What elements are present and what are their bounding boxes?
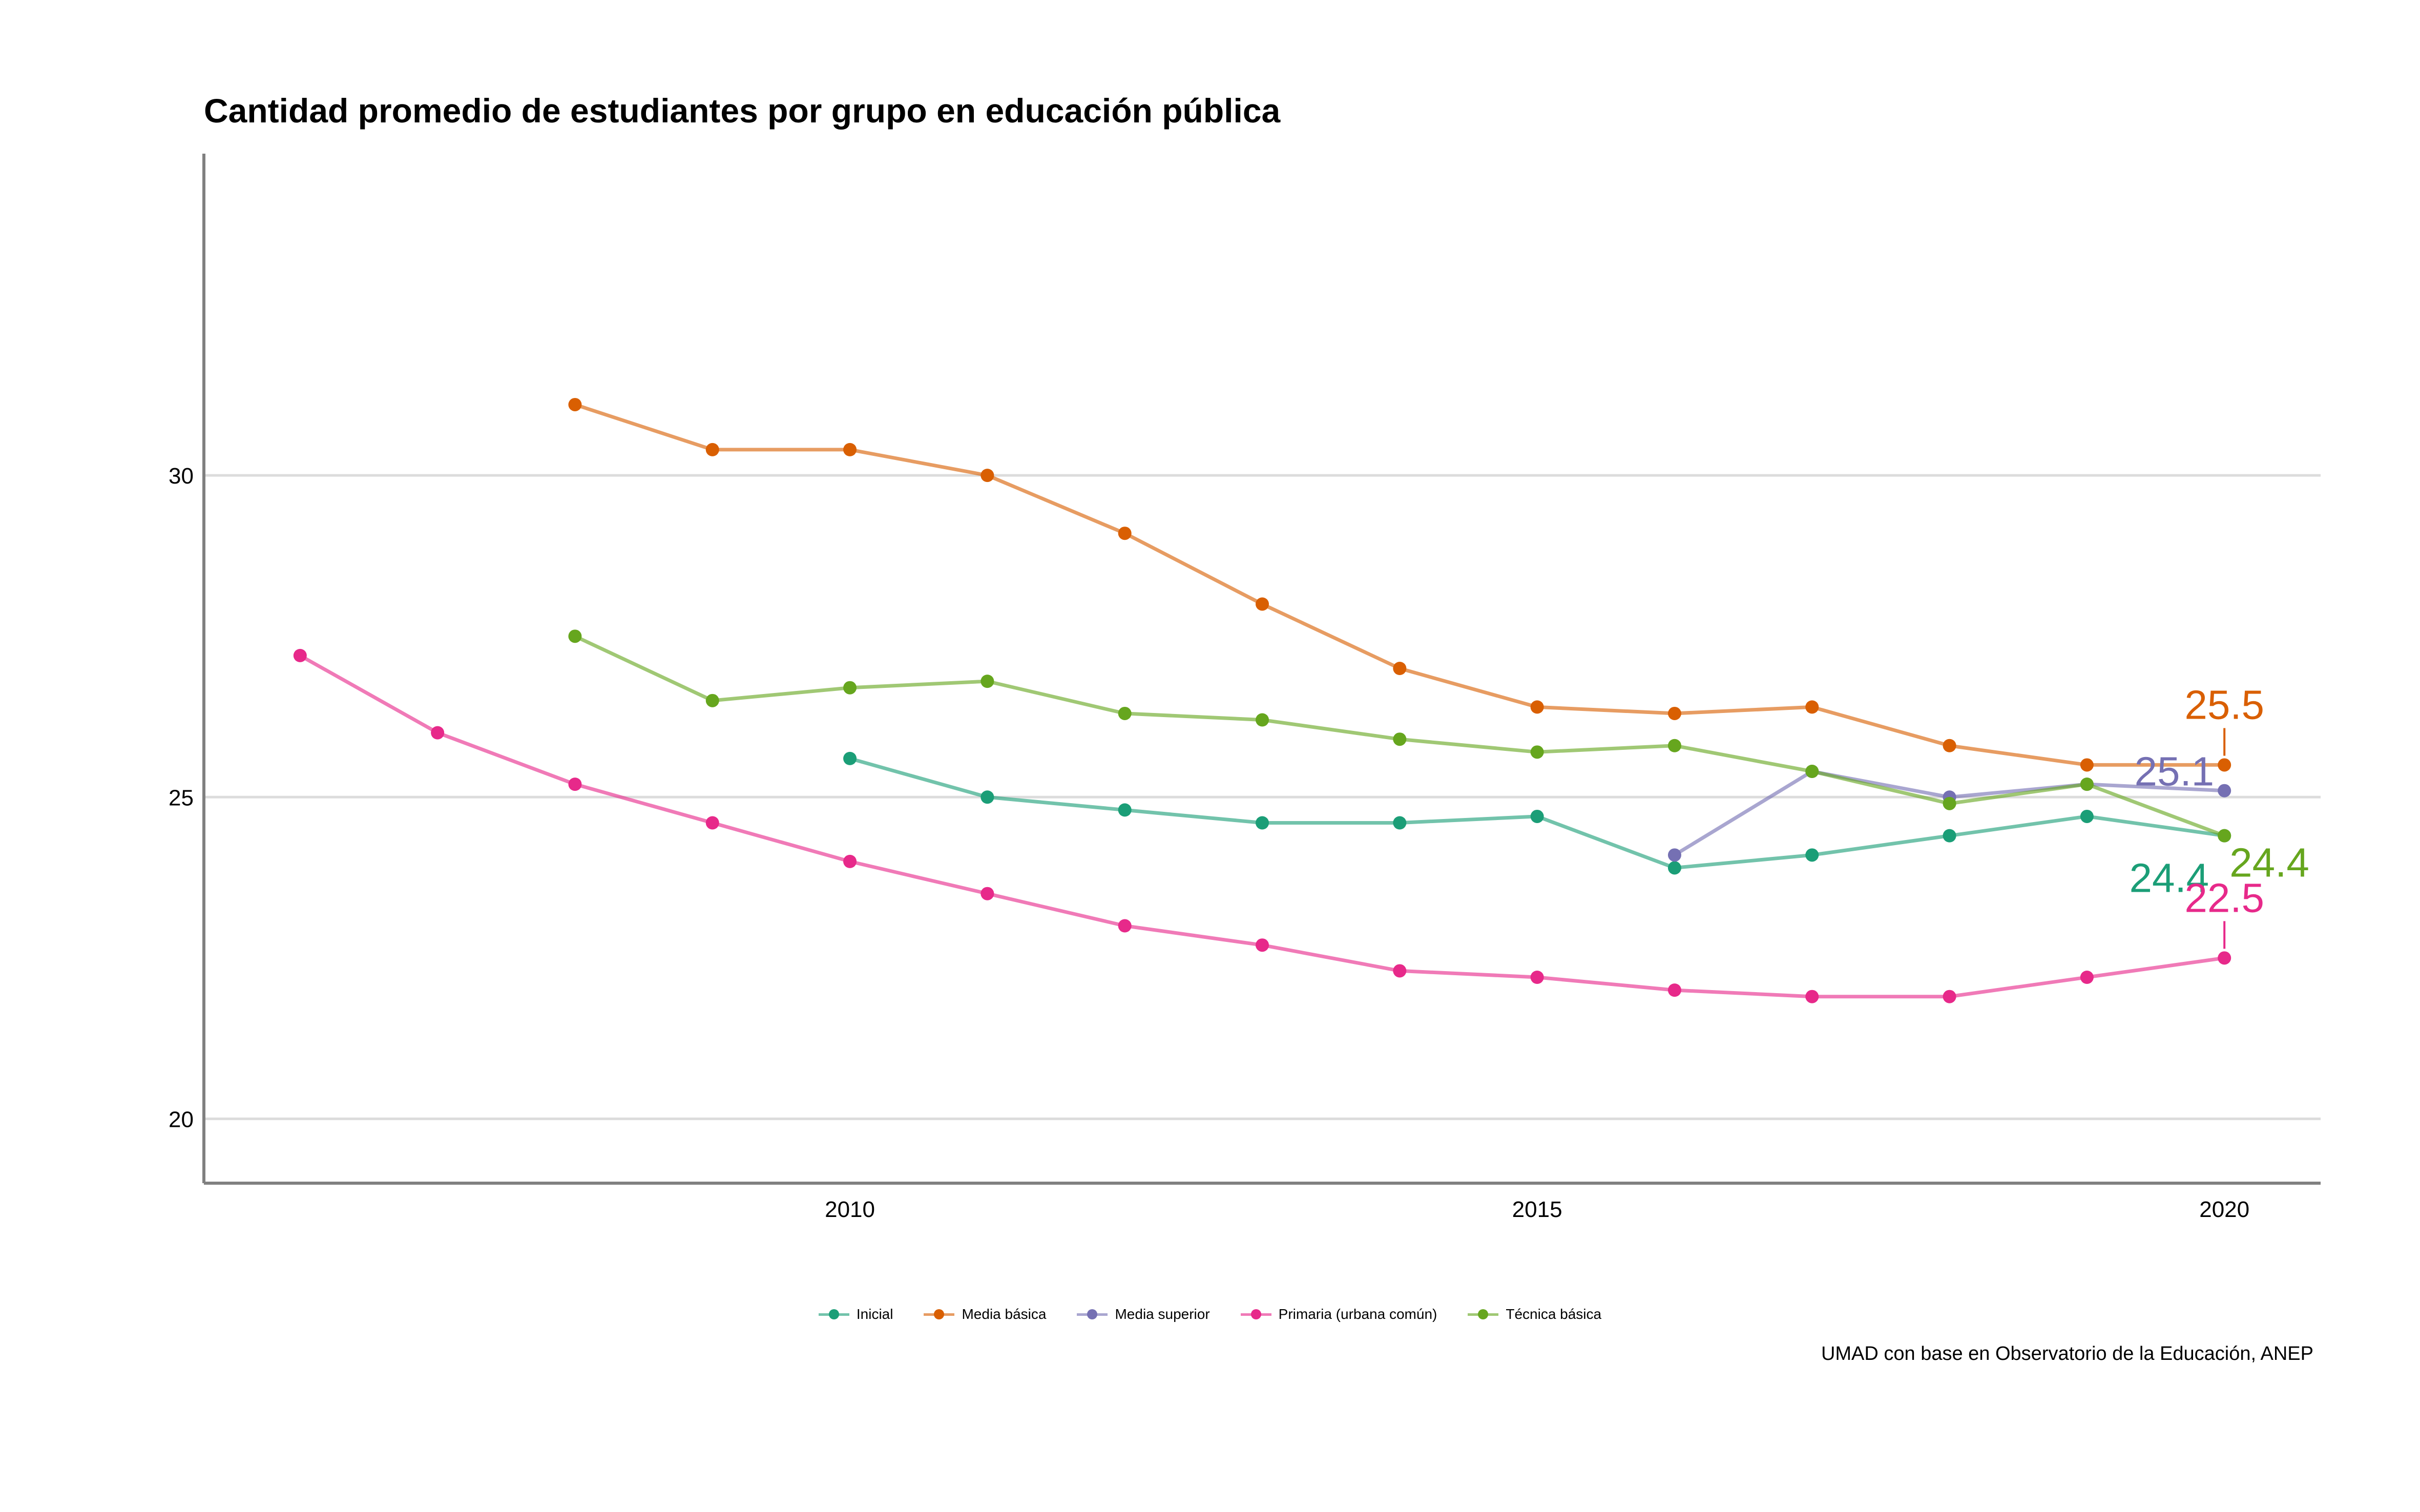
data-point [843, 854, 857, 868]
data-point [293, 648, 307, 662]
tick-labels: 20 25 30 2010 2015 2020 [169, 464, 2249, 1222]
data-point [1256, 816, 1269, 830]
data-point [1393, 732, 1407, 746]
data-point [1118, 803, 1132, 817]
data-point [1118, 919, 1132, 933]
end-label: 24.4 [2129, 855, 2209, 901]
data-point [705, 694, 719, 707]
data-point [1805, 848, 1819, 862]
data-point [1256, 938, 1269, 952]
chart-title: Cantidad promedio de estudiantes por gru… [204, 92, 1281, 130]
data-point [568, 778, 582, 791]
data-point [1393, 662, 1407, 675]
data-points [293, 397, 2231, 1003]
series-line-1 [574, 403, 2225, 767]
x-tick-label: 2015 [1512, 1197, 1562, 1222]
legend-label: Inicial [856, 1306, 893, 1322]
data-point [1118, 527, 1132, 540]
y-tick-label: 25 [169, 785, 194, 810]
data-point [1530, 809, 1544, 823]
data-point [568, 629, 582, 643]
data-point [1530, 745, 1544, 759]
chart-caption: UMAD con base en Observatorio de la Educ… [1821, 1343, 2313, 1364]
data-point [980, 887, 994, 900]
data-point [1530, 700, 1544, 714]
legend-label: Técnica básica [1506, 1306, 1602, 1322]
data-point [980, 675, 994, 688]
legend-label: Primaria (urbana común) [1278, 1306, 1437, 1322]
data-point [2218, 951, 2231, 965]
data-point [431, 726, 445, 740]
data-point [1943, 796, 1956, 810]
legend-item: Media básica [924, 1306, 1046, 1322]
legend-item: Inicial [818, 1306, 893, 1322]
data-point [2218, 829, 2231, 843]
data-point [980, 790, 994, 804]
data-point [1805, 990, 1819, 1003]
data-point [1667, 739, 1681, 752]
data-point [1393, 816, 1407, 830]
legend-item: Primaria (urbana común) [1240, 1306, 1437, 1322]
data-point [1256, 713, 1269, 727]
data-point [1943, 739, 1956, 752]
data-point [2080, 809, 2094, 823]
legend: Inicial Media básica Media superior Primari… [0, 1306, 2420, 1322]
legend-item: Media superior [1077, 1306, 1210, 1322]
data-point [1667, 706, 1681, 720]
legend-label: Media básica [962, 1306, 1047, 1322]
legend-label: Media superior [1115, 1306, 1210, 1322]
end-labels: 24.4 25.5 25.1 22.524.4 [2129, 682, 2309, 949]
y-tick-label: 20 [169, 1107, 194, 1132]
y-tick-label: 30 [169, 464, 194, 489]
legend-swatch [1240, 1307, 1271, 1322]
data-point [1943, 990, 1956, 1003]
data-point [1943, 829, 1956, 843]
data-point [843, 443, 857, 456]
data-point [1393, 964, 1407, 978]
data-point [2080, 758, 2094, 772]
data-point [843, 751, 857, 765]
end-label: 25.1 [2134, 749, 2214, 794]
end-label: 22.5 [2184, 875, 2264, 920]
data-point [980, 469, 994, 482]
data-point [1667, 848, 1681, 862]
data-point [1256, 597, 1269, 611]
legend-swatch [1468, 1307, 1499, 1322]
data-point [1530, 971, 1544, 984]
x-tick-label: 2020 [2199, 1197, 2249, 1222]
data-point [1805, 700, 1819, 714]
data-point [1805, 765, 1819, 778]
data-point [1667, 983, 1681, 997]
legend-swatch [1077, 1307, 1108, 1322]
data-point [2218, 758, 2231, 772]
data-point [1118, 706, 1132, 720]
legend-swatch [924, 1307, 955, 1322]
x-tick-label: 2010 [825, 1197, 875, 1222]
axes [202, 154, 2321, 1185]
data-point [1667, 861, 1681, 875]
end-label: 24.4 [2229, 840, 2309, 886]
data-point [705, 443, 719, 456]
data-point [2080, 971, 2094, 984]
series-lines [299, 403, 2225, 999]
data-point [2218, 784, 2231, 797]
legend-swatch [818, 1307, 849, 1322]
data-point [2080, 778, 2094, 791]
end-label: 25.5 [2184, 682, 2264, 727]
legend-item: Técnica básica [1468, 1306, 1601, 1322]
data-point [568, 397, 582, 411]
data-point [843, 681, 857, 695]
data-point [705, 816, 719, 830]
